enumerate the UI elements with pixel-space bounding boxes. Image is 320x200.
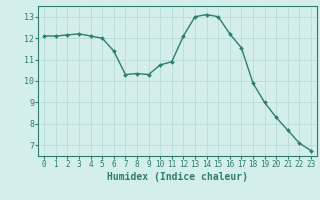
X-axis label: Humidex (Indice chaleur): Humidex (Indice chaleur): [107, 172, 248, 182]
